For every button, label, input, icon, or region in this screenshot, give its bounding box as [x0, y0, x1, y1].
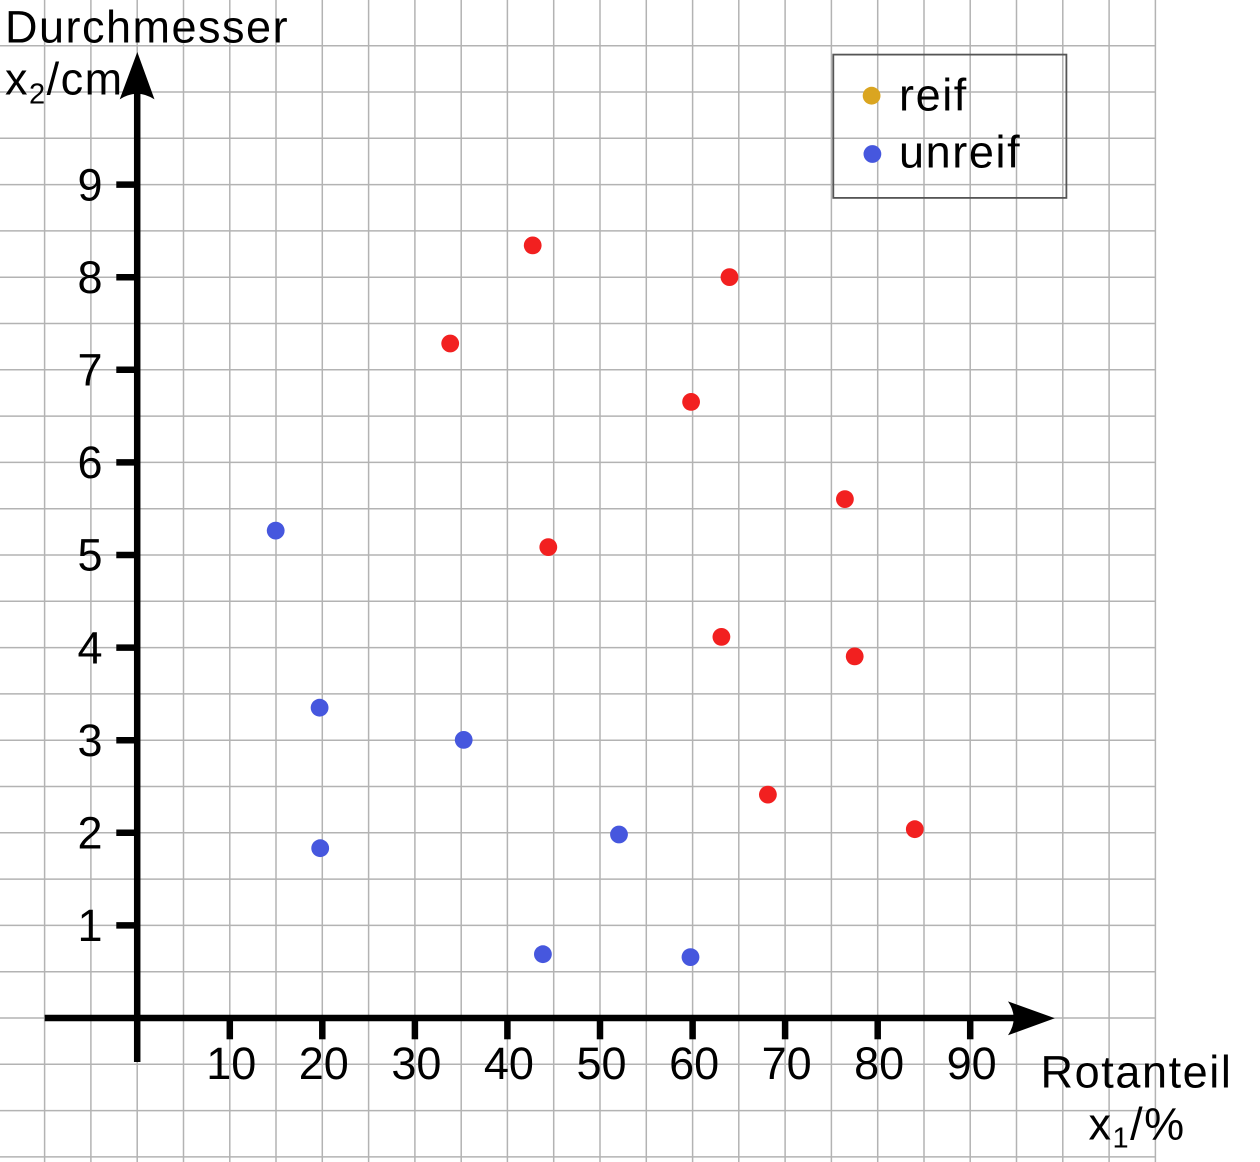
svg-text:6: 6	[77, 437, 102, 488]
svg-text:20: 20	[299, 1038, 349, 1089]
svg-text:80: 80	[854, 1038, 904, 1089]
svg-text:10: 10	[206, 1038, 256, 1089]
svg-text:90: 90	[947, 1038, 997, 1089]
svg-text:5: 5	[77, 530, 102, 581]
svg-text:70: 70	[762, 1038, 812, 1089]
svg-text:60: 60	[669, 1038, 719, 1089]
svg-text:reif: reif	[899, 70, 968, 121]
svg-text:1: 1	[77, 900, 102, 951]
svg-text:Rotanteil: Rotanteil	[1041, 1047, 1233, 1098]
svg-text:9: 9	[77, 159, 102, 210]
svg-text:Durchmesser: Durchmesser	[5, 1, 289, 52]
svg-text:8: 8	[77, 252, 102, 303]
svg-text:3: 3	[77, 715, 102, 766]
svg-text:x1/%: x1/%	[1089, 1099, 1186, 1155]
svg-text:30: 30	[391, 1038, 441, 1089]
svg-text:50: 50	[576, 1038, 626, 1089]
svg-text:2: 2	[77, 808, 102, 859]
svg-text:40: 40	[484, 1038, 534, 1089]
svg-text:x2/cm: x2/cm	[5, 53, 124, 110]
svg-text:7: 7	[77, 345, 102, 396]
svg-text:4: 4	[77, 622, 102, 673]
svg-text:unreif: unreif	[899, 127, 1021, 178]
